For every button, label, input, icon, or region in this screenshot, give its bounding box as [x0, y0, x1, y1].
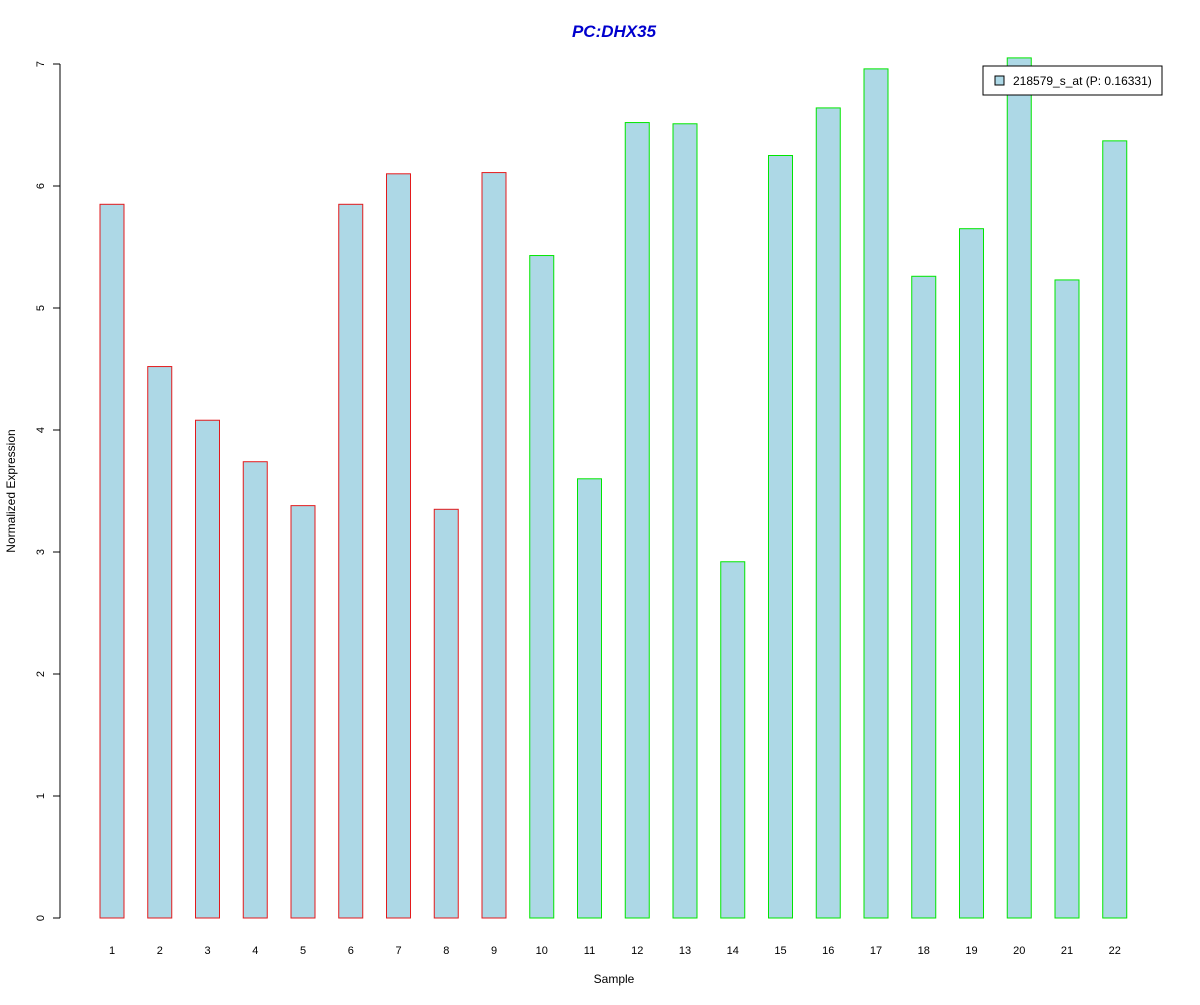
x-tick-label: 5 [300, 945, 306, 957]
y-tick-label: 2 [35, 671, 47, 677]
bar-sample-10 [529, 255, 555, 919]
x-tick-label: 3 [204, 945, 210, 957]
bar-sample-2 [147, 366, 173, 919]
bar-sample-16 [815, 107, 841, 919]
bar-sample-7 [386, 173, 411, 919]
y-tick-label: 7 [35, 61, 47, 67]
x-tick-label: 13 [679, 945, 691, 957]
chart-title: PC:DHX35 [572, 22, 657, 41]
x-tick-label: 17 [870, 945, 882, 957]
x-tick-label: 6 [348, 945, 354, 957]
y-tick-label: 0 [35, 915, 47, 921]
bar-sample-3 [195, 419, 220, 919]
legend-box [982, 65, 1163, 96]
y-axis-ticks: 0 1 2 3 4 5 6 7 [35, 61, 60, 921]
bar-sample-14 [720, 561, 746, 919]
x-tick-label: 10 [536, 945, 548, 957]
x-tick-label: 19 [965, 945, 977, 957]
x-tick-label: 11 [584, 945, 595, 957]
legend-swatch [994, 75, 1005, 86]
x-tick-label: 21 [1061, 945, 1073, 957]
bar-sample-13 [672, 123, 698, 919]
legend-label: 218579_s_at (P: 0.16331) [1013, 74, 1152, 88]
x-tick-label: 16 [822, 945, 834, 957]
bar-sample-1 [99, 203, 125, 919]
x-tick-label: 2 [157, 945, 163, 957]
y-tick-label: 4 [35, 427, 47, 433]
x-tick-label: 1 [109, 945, 115, 957]
y-tick-label: 5 [35, 305, 47, 311]
bar-sample-11 [577, 478, 602, 919]
bar-sample-17 [863, 68, 889, 919]
bar-sample-4 [242, 461, 268, 919]
bar-sample-8 [433, 508, 459, 919]
bar-sample-12 [624, 122, 650, 919]
x-tick-label: 7 [395, 945, 401, 957]
bar-sample-18 [911, 275, 937, 919]
x-tick-label: 8 [443, 945, 449, 957]
x-tick-label: 22 [1109, 945, 1121, 957]
y-tick-label: 3 [35, 549, 47, 555]
y-tick-label: 1 [35, 793, 47, 799]
y-axis-label: Normalized Expression [4, 429, 18, 552]
y-tick-label: 6 [35, 183, 47, 189]
x-tick-label: 18 [918, 945, 930, 957]
bar-sample-21 [1054, 279, 1080, 919]
bar-sample-15 [768, 155, 793, 919]
x-tick-label: 4 [252, 945, 258, 957]
x-axis-tick-labels: 1 2 3 4 5 6 7 8 9 10 11 12 13 14 15 16 17 18 19 20 21 22 [109, 945, 1121, 957]
bar-sample-20 [1006, 57, 1032, 919]
legend: 218579_s_at (P: 0.16331) [982, 65, 1163, 96]
bar-sample-22 [1102, 140, 1128, 919]
bar-sample-9 [481, 172, 507, 919]
bar-sample-19 [959, 228, 984, 919]
bar-sample-6 [338, 203, 364, 919]
x-tick-label: 14 [727, 945, 739, 957]
x-tick-label: 15 [774, 945, 786, 957]
x-tick-label: 9 [491, 945, 497, 957]
x-tick-label: 12 [631, 945, 643, 957]
x-axis-label: Sample [594, 972, 635, 986]
bar-sample-5 [290, 505, 316, 919]
x-tick-label: 20 [1013, 945, 1025, 957]
bars-group [99, 57, 1128, 919]
